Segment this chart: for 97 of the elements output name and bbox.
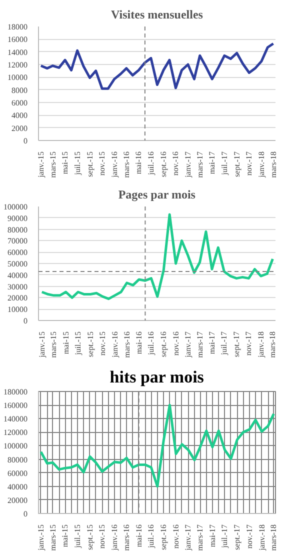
line-series <box>40 213 274 300</box>
y-tick-label: 40000 <box>8 482 28 492</box>
x-tick-label: janv.-15 <box>37 331 46 358</box>
x-tick-label: mars-16 <box>122 524 132 551</box>
y-tick-label: 2000 <box>12 124 28 133</box>
x-tick-label: janv.-16 <box>110 151 119 178</box>
x-tick-label: juil.-15 <box>74 331 83 356</box>
x-tick-label: mars-18 <box>268 151 278 178</box>
x-tick-label: mai-15 <box>60 524 70 548</box>
x-tick-label: mai-17 <box>208 524 217 548</box>
x-tick-label: juil.-16 <box>146 524 156 549</box>
x-tick-label: juil.-17 <box>220 151 229 176</box>
x-tick-label: mars-15 <box>48 524 58 551</box>
x-tick-label: mai-16 <box>134 331 144 354</box>
y-tick-label: 70000 <box>8 236 28 246</box>
y-tick-label: 100000 <box>4 442 28 451</box>
y-tick-label: 0 <box>24 510 28 518</box>
y-tick-label: 80000 <box>8 225 28 234</box>
y-tick-label: 160000 <box>4 401 28 410</box>
x-tick-label: janv.-17 <box>184 524 193 552</box>
y-tick-label: 6000 <box>12 98 28 108</box>
x-tick-label: sept.-17 <box>232 331 242 358</box>
x-tick-label: nov.-15 <box>98 151 107 176</box>
x-tick-label: mai-15 <box>61 331 70 354</box>
chart-title: Pages par mois <box>118 188 196 202</box>
x-tick-label: janv.-15 <box>36 151 46 178</box>
x-tick-label: sept.-17 <box>232 151 242 178</box>
x-tick-label: sept.-15 <box>85 524 94 550</box>
x-tick-label: mai-17 <box>207 331 216 354</box>
y-tick-label: 140000 <box>4 414 28 424</box>
y-tick-label: 10000 <box>8 305 28 314</box>
x-tick-label: mai-17 <box>208 151 217 174</box>
y-tick-label: 40000 <box>8 270 28 280</box>
y-tick-label: 14000 <box>8 48 28 57</box>
x-tick-label: janv.-17 <box>183 331 192 358</box>
y-tick-label: 60000 <box>8 248 28 258</box>
x-tick-label: nov.-17 <box>245 524 254 549</box>
y-tick-label: 18000 <box>8 22 28 32</box>
y-tick-label: 100000 <box>4 202 28 212</box>
y-tick-label: 10000 <box>8 73 28 82</box>
x-tick-label: mars-17 <box>195 151 204 178</box>
x-tick-label: janv.-17 <box>183 151 192 178</box>
x-tick-label: sept.-16 <box>158 151 168 178</box>
line-series <box>40 42 275 90</box>
y-tick-label: 12000 <box>8 60 28 70</box>
x-tick-label: nov.-16 <box>171 151 180 176</box>
y-tick-label: 0 <box>24 136 28 146</box>
x-tick-label: sept.-15 <box>85 151 94 178</box>
x-tick-label: juil.-15 <box>72 524 82 549</box>
x-tick-label: sept.-15 <box>86 331 95 358</box>
x-tick-label: mars-15 <box>48 151 58 178</box>
x-tick-label: mars-16 <box>122 331 132 358</box>
y-tick-label: 0 <box>24 316 28 326</box>
y-tick-label: 20000 <box>8 496 28 505</box>
x-tick-label: mars-17 <box>196 524 205 551</box>
x-tick-label: sept.-17 <box>232 524 242 550</box>
y-tick-label: 90000 <box>8 214 28 223</box>
x-tick-label: juil.-15 <box>72 151 82 176</box>
x-tick-label: mai-16 <box>134 151 144 174</box>
x-tick-label: mai-16 <box>134 524 144 548</box>
x-tick-label: juil.-16 <box>146 331 156 356</box>
x-tick-label: janv.-16 <box>110 524 119 552</box>
x-tick-label: juil.-16 <box>146 151 156 176</box>
chart-title: hits par mois <box>110 368 204 386</box>
y-tick-label: 60000 <box>8 468 28 478</box>
y-tick-label: 120000 <box>4 428 28 438</box>
x-tick-label: nov.-17 <box>244 331 254 356</box>
y-tick-label: 80000 <box>8 455 28 464</box>
x-tick-label: mars-18 <box>268 331 278 358</box>
x-tick-label: mai-15 <box>60 151 70 174</box>
x-tick-label: janv.-15 <box>36 524 46 552</box>
y-tick-label: 180000 <box>4 388 28 396</box>
y-tick-label: 4000 <box>12 111 28 120</box>
x-tick-label: nov.-15 <box>98 524 107 549</box>
x-tick-label: janv.-18 <box>256 331 266 358</box>
x-tick-label: nov.-15 <box>98 331 108 356</box>
y-tick-label: 30000 <box>8 282 28 292</box>
y-tick-label: 20000 <box>8 294 28 303</box>
x-tick-label: mars-15 <box>49 331 58 358</box>
x-tick-label: nov.-16 <box>171 331 180 356</box>
x-tick-label: janv.-18 <box>257 524 266 552</box>
x-tick-label: sept.-16 <box>159 331 168 358</box>
x-tick-label: juil.-17 <box>220 524 230 549</box>
x-tick-label: nov.-17 <box>244 151 254 176</box>
x-tick-label: mars-17 <box>195 331 204 358</box>
x-tick-label: janv.-16 <box>110 331 120 358</box>
line-series <box>40 404 275 488</box>
x-tick-label: juil.-17 <box>220 331 229 356</box>
y-tick-label: 8000 <box>12 86 28 95</box>
x-tick-label: sept.-16 <box>159 524 168 550</box>
y-tick-label: 16000 <box>8 35 28 44</box>
x-tick-label: janv.-18 <box>256 151 266 178</box>
x-tick-label: mars-18 <box>269 524 278 551</box>
x-tick-label: nov.-16 <box>171 524 180 549</box>
chart-title: Visites mensuelles <box>111 8 204 22</box>
x-tick-label: mars-16 <box>122 151 131 178</box>
y-tick-label: 50000 <box>8 260 28 268</box>
